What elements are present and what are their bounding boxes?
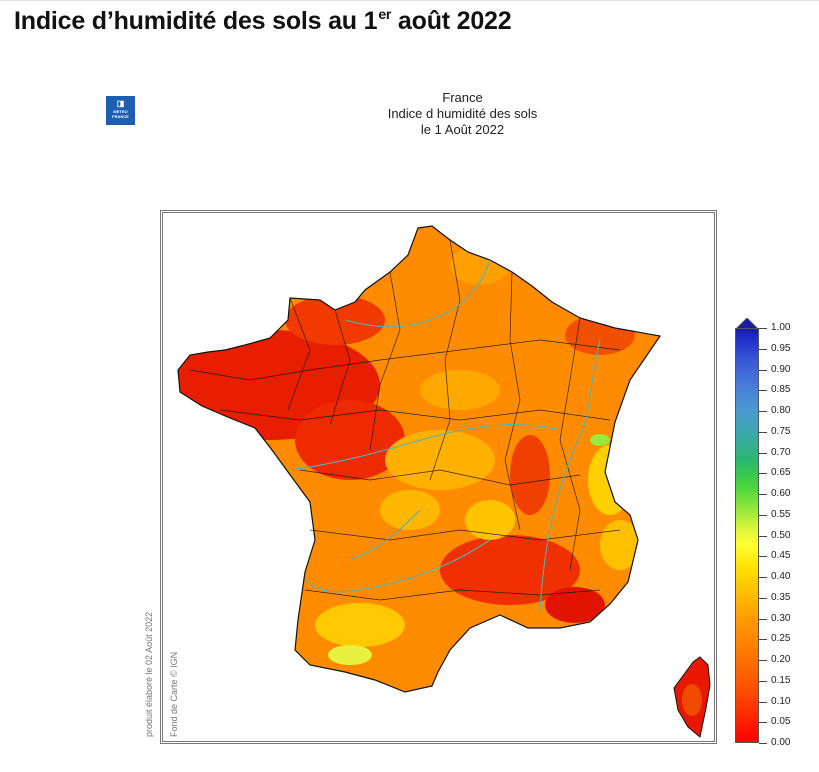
dept-lines-north-south — [287, 239, 581, 571]
limousin-zone — [380, 490, 440, 530]
legend-label: 0.10 — [771, 695, 791, 707]
legend-tick — [759, 494, 767, 495]
legend-tick — [759, 743, 767, 744]
legend-tick — [759, 701, 767, 703]
meteo-france-logo: ◨ METEO FRANCE — [106, 96, 135, 125]
legend-tick — [759, 452, 767, 454]
river-seine — [344, 259, 491, 328]
river-loire — [289, 424, 561, 471]
legend-label: 0.25 — [771, 633, 791, 645]
mainland-coastline — [177, 225, 662, 693]
department-boundaries — [189, 239, 621, 601]
title-superscript: er — [378, 6, 392, 22]
legend-tick — [759, 680, 767, 682]
legend-tick — [759, 369, 767, 371]
credit-produced: produit élaboré le 02 Août 2022 — [144, 611, 154, 737]
legend-tick — [759, 639, 767, 641]
legend-tick — [759, 660, 767, 661]
legend-label: 0.55 — [771, 508, 791, 520]
pyrenees-moist-zone — [315, 603, 405, 647]
alps-moist-zone — [588, 445, 632, 515]
rhone-dry-zone — [510, 435, 550, 515]
legend-label: 0.60 — [771, 488, 791, 499]
legend-tick — [759, 618, 767, 620]
auvergne-moist-zone — [465, 500, 515, 540]
legend-color-bar — [735, 328, 759, 743]
legend-tick — [759, 597, 767, 599]
north-zone — [450, 245, 510, 285]
legend-tick — [759, 473, 767, 475]
legend-arrow-icon — [735, 318, 759, 330]
legend-tick — [759, 556, 767, 558]
var-dry-zone — [545, 587, 605, 623]
legend-tick — [759, 328, 767, 329]
normandy-dry-zone — [285, 295, 385, 345]
legend-tick — [759, 431, 767, 433]
legend-label: 0.15 — [771, 674, 791, 686]
legend-label: 0.50 — [771, 529, 791, 541]
map-header-country: France — [442, 90, 483, 105]
legend-tick — [759, 577, 767, 578]
logo-line2: FRANCE — [112, 114, 129, 119]
map-header-subject: Indice d humidité des sols — [387, 106, 538, 121]
corsica-inner-zone — [682, 684, 702, 716]
river-saone — [579, 339, 601, 436]
river-garonne — [304, 539, 491, 593]
legend-tick — [759, 411, 767, 412]
legend-label: 1.00 — [771, 322, 791, 333]
legend-tick — [759, 535, 767, 537]
river-rhone — [539, 434, 581, 611]
burgundy-zone — [420, 370, 500, 410]
south-alps-moist-zone — [600, 520, 640, 570]
legend-label: 0.00 — [771, 737, 791, 748]
map-header-date: le 1 Août 2022 — [420, 122, 505, 137]
legend-tick — [759, 722, 767, 724]
legend-label: 0.05 — [771, 716, 791, 728]
dept-lines-west-east — [189, 339, 621, 601]
legend-label: 0.80 — [771, 405, 791, 416]
legend-label: 0.85 — [771, 384, 791, 396]
legend-label: 0.20 — [771, 654, 791, 665]
pyrenees-wet-zone — [328, 645, 372, 665]
massif-central-moist-zone — [385, 430, 495, 490]
legend-label: 0.65 — [771, 467, 791, 479]
legend-label: 0.30 — [771, 612, 791, 624]
legend-label: 0.75 — [771, 425, 791, 437]
credit-basemap: Fond de Carte © IGN — [169, 651, 179, 737]
mainland-france — [178, 226, 660, 692]
map-header: France Indice d humidité des sols le 1 A… — [300, 90, 625, 138]
jura-wet-spot — [590, 434, 610, 446]
logo-line1: METEO — [113, 109, 128, 114]
legend-tick — [759, 390, 767, 392]
corsica — [674, 657, 710, 737]
legend-label: 0.90 — [771, 363, 791, 375]
provence-dry-zone — [440, 535, 580, 605]
legend-label: 0.35 — [771, 591, 791, 603]
top-divider — [0, 0, 819, 1]
legend-label: 0.45 — [771, 550, 791, 562]
legend-label: 0.95 — [771, 342, 791, 354]
rivers — [289, 259, 601, 611]
color-legend: 1.00 0.95 0.90 0.85 0.80 0.75 0.70 0.65 0.60 0.55… — [735, 318, 819, 748]
legend-label: 0.40 — [771, 571, 791, 582]
corsica-coastline — [673, 656, 711, 738]
page-title: Indice d’humidité des sols au 1er août 2… — [14, 6, 512, 35]
legend-tick — [759, 348, 767, 350]
pays-de-loire-dry-zone — [295, 400, 405, 480]
river-dordogne — [349, 509, 421, 561]
soil-moisture-map — [177, 225, 711, 738]
lorraine-dry-zone — [565, 315, 635, 355]
legend-tick — [759, 514, 767, 516]
legend-label: 0.70 — [771, 446, 791, 458]
